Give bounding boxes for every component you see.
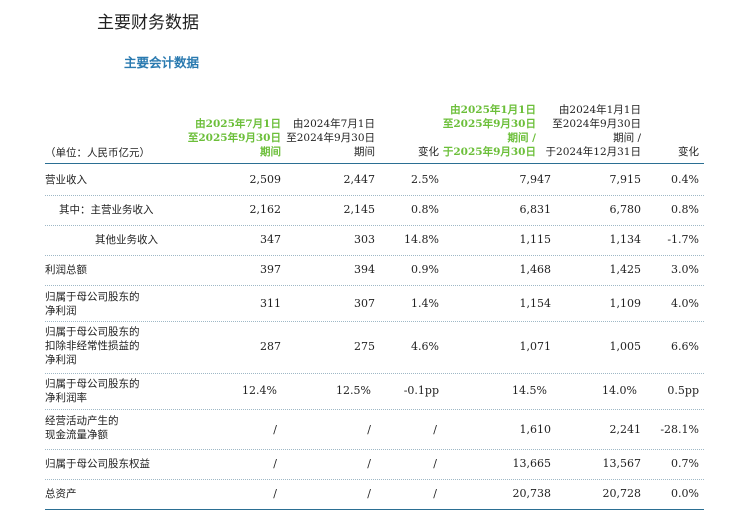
row-label-net-profit: 归属于母公司股东的 净利润	[45, 291, 140, 317]
cell-value: 2,509	[249, 173, 282, 186]
cell-value: /	[433, 423, 437, 436]
cell-value: -28.1%	[660, 423, 699, 436]
row-label-revenue: 营业收入	[45, 174, 87, 186]
cell-value: 6,831	[519, 203, 552, 216]
cell-value: 12.4%	[242, 384, 277, 397]
cell-value: 0.4%	[671, 173, 699, 186]
cell-value: 2,145	[343, 203, 376, 216]
row-divider	[45, 321, 704, 322]
cell-value: 1,115	[519, 233, 552, 246]
row-divider	[45, 373, 704, 374]
cell-value: 2,447	[343, 173, 376, 186]
cell-value: 2.5%	[411, 173, 439, 186]
cell-value: 4.0%	[671, 297, 699, 310]
cell-value: 1,134	[609, 233, 642, 246]
row-label-total-profit: 利润总额	[45, 264, 87, 276]
cell-value: 13,567	[602, 457, 642, 470]
row-divider	[45, 195, 704, 196]
cell-value: 1,425	[609, 263, 642, 276]
page-title: 主要财务数据	[97, 13, 199, 33]
cell-value: 307	[354, 297, 375, 310]
cell-value: 303	[354, 233, 375, 246]
cell-value: /	[273, 487, 277, 500]
cell-value: 1,154	[519, 297, 552, 310]
row-divider	[45, 255, 704, 256]
column-header-q3-2025: 由2025年7月1日 至2025年9月30日 期间	[187, 118, 281, 158]
cell-value: 7,947	[519, 173, 552, 186]
cell-value: 1.4%	[411, 297, 439, 310]
row-label-total-assets: 总资产	[45, 488, 77, 500]
cell-value: 20,738	[512, 487, 552, 500]
cell-value: 3.0%	[671, 263, 699, 276]
cell-value: -1.7%	[667, 233, 699, 246]
unit-label: （单位：人民币亿元）	[45, 147, 150, 159]
cell-value: /	[367, 487, 371, 500]
row-label-other-business-revenue: 其他业务收入	[95, 234, 158, 246]
cell-value: 0.0%	[671, 487, 699, 500]
cell-value: 2,162	[249, 203, 282, 216]
cell-value: 20,728	[602, 487, 642, 500]
cell-value: 2,241	[609, 423, 642, 436]
row-divider	[45, 285, 704, 286]
column-header-ytd-2025: 由2025年1月1日 至2025年9月30日 期间 / 于2025年9月30日	[442, 104, 536, 158]
cell-value: 14.5%	[512, 384, 547, 397]
cell-value: /	[367, 423, 371, 436]
cell-value: /	[273, 423, 277, 436]
row-divider	[45, 449, 704, 450]
row-label-shareholders-equity: 归属于母公司股东权益	[45, 458, 150, 470]
column-header-ytd-2024: 由2024年1月1日 至2024年9月30日 期间 / 于2024年12月31日	[545, 104, 641, 158]
cell-value: 14.0%	[602, 384, 637, 397]
column-header-change-q3: 变化	[418, 146, 439, 158]
cell-value: /	[433, 487, 437, 500]
cell-value: 6,780	[609, 203, 642, 216]
cell-value: 275	[354, 340, 375, 353]
cell-value: -0.1pp	[403, 384, 439, 397]
row-divider	[45, 225, 704, 226]
cell-value: 1,005	[609, 340, 642, 353]
cell-value: 0.7%	[671, 457, 699, 470]
cell-value: 1,071	[519, 340, 552, 353]
cell-value: /	[273, 457, 277, 470]
row-label-net-profit-excl-nonrecurring: 归属于母公司股东的 扣除非经常性损益的 净利润	[45, 326, 140, 366]
cell-value: 1,468	[519, 263, 552, 276]
cell-value: 6.6%	[671, 340, 699, 353]
cell-value: 7,915	[609, 173, 642, 186]
row-divider	[45, 409, 704, 410]
cell-value: 0.9%	[411, 263, 439, 276]
cell-value: /	[367, 457, 371, 470]
cell-value: 394	[354, 263, 375, 276]
cell-value: 0.8%	[411, 203, 439, 216]
row-label-operating-cash-flow: 经营活动产生的 现金流量净额	[45, 415, 119, 441]
row-label-main-business-revenue: 其中：主营业务收入	[59, 204, 154, 216]
column-header-change-ytd: 变化	[678, 146, 699, 158]
cell-value: 347	[260, 233, 281, 246]
row-divider	[45, 479, 704, 480]
table-top-rule	[45, 163, 704, 164]
cell-value: 1,610	[519, 423, 552, 436]
row-label-net-profit-margin: 归属于母公司股东的 净利润率	[45, 378, 140, 404]
cell-value: 397	[260, 263, 281, 276]
cell-value: 0.5pp	[667, 384, 699, 397]
cell-value: 14.8%	[404, 233, 439, 246]
cell-value: 0.8%	[671, 203, 699, 216]
section-title: 主要会计数据	[124, 55, 200, 70]
cell-value: 4.6%	[411, 340, 439, 353]
column-header-q3-2024: 由2024年7月1日 至2024年9月30日 期间	[286, 118, 375, 158]
table-bottom-rule	[45, 509, 704, 510]
cell-value: 13,665	[512, 457, 552, 470]
cell-value: 311	[260, 297, 281, 310]
cell-value: /	[433, 457, 437, 470]
cell-value: 1,109	[609, 297, 642, 310]
cell-value: 12.5%	[336, 384, 371, 397]
cell-value: 287	[260, 340, 281, 353]
